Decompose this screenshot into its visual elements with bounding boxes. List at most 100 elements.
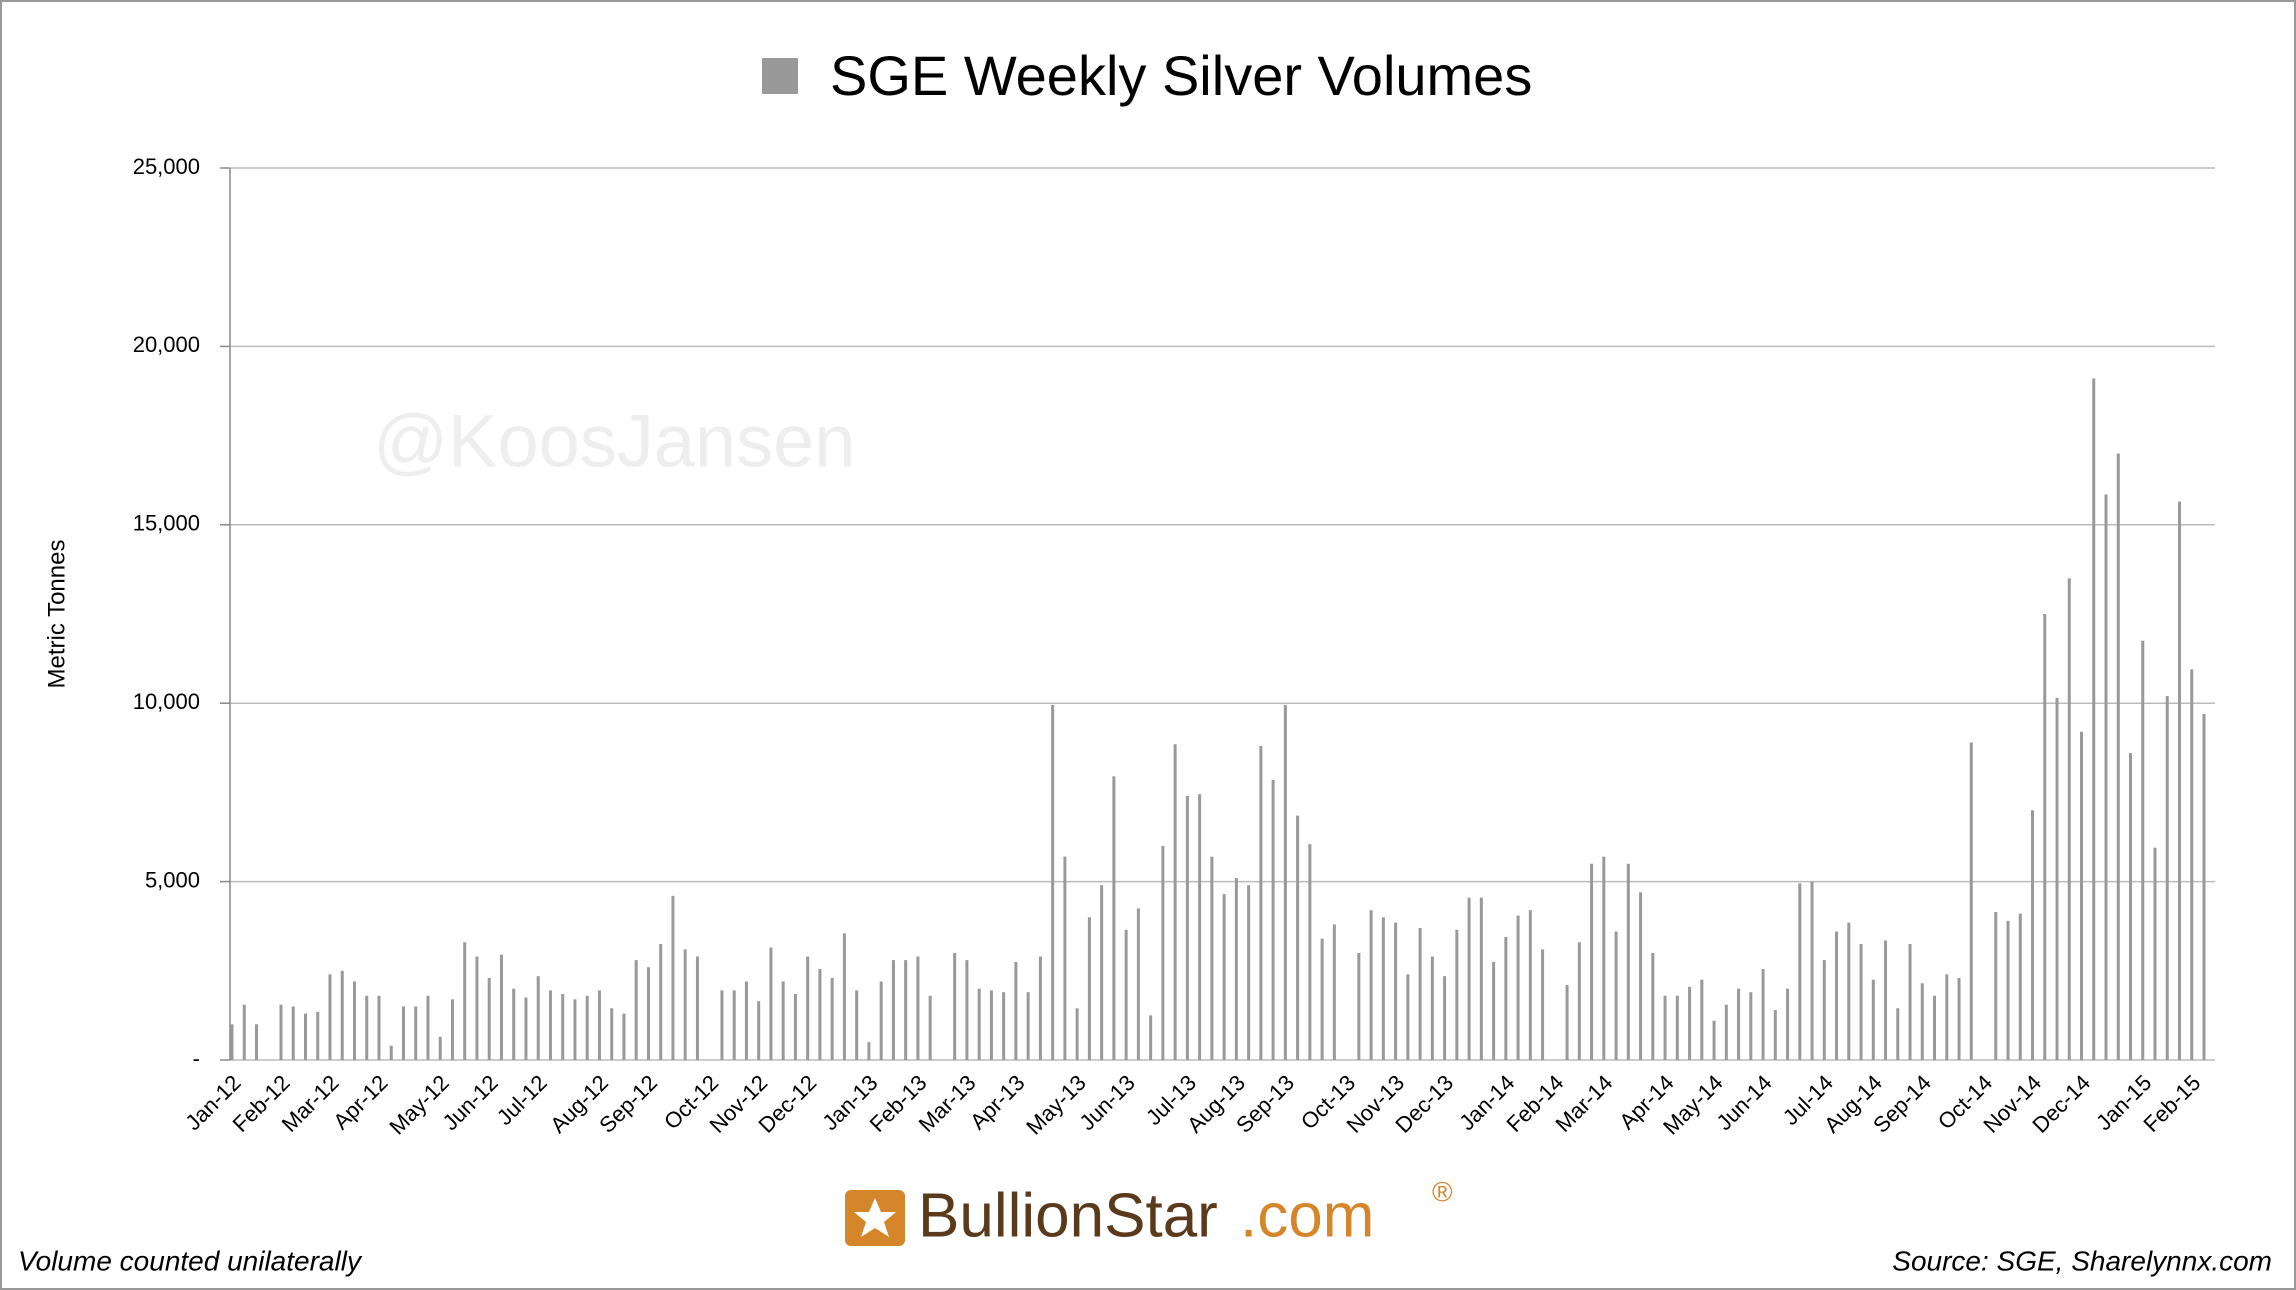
bar bbox=[2067, 578, 2071, 1060]
bar bbox=[757, 1001, 761, 1060]
bar bbox=[1259, 746, 1263, 1060]
bar bbox=[450, 999, 454, 1060]
bar bbox=[977, 988, 981, 1060]
bar bbox=[1516, 915, 1520, 1060]
bar bbox=[524, 997, 528, 1060]
bar bbox=[1602, 856, 1606, 1060]
bar bbox=[1847, 922, 1851, 1060]
bar bbox=[1271, 779, 1275, 1060]
bar bbox=[2031, 810, 2035, 1060]
bar bbox=[1136, 908, 1140, 1060]
bar bbox=[732, 990, 736, 1060]
bar bbox=[2018, 913, 2022, 1060]
bar bbox=[1320, 938, 1324, 1060]
logo-domain: .com bbox=[1240, 1181, 1374, 1250]
bar bbox=[1786, 988, 1790, 1060]
bar bbox=[610, 1008, 614, 1060]
bar bbox=[1749, 992, 1753, 1060]
bar bbox=[1038, 956, 1042, 1060]
bar bbox=[1014, 961, 1018, 1060]
bar bbox=[1394, 922, 1398, 1060]
bar bbox=[487, 977, 491, 1060]
bar bbox=[1455, 929, 1459, 1060]
bar bbox=[928, 995, 932, 1060]
bar bbox=[2116, 453, 2120, 1060]
logo-star bbox=[854, 1198, 896, 1237]
bar bbox=[1577, 942, 1581, 1060]
bar bbox=[401, 1006, 405, 1060]
bar bbox=[1810, 881, 1814, 1060]
bar bbox=[303, 1013, 307, 1060]
bar bbox=[1712, 1020, 1716, 1060]
bar bbox=[2104, 494, 2108, 1060]
bar bbox=[793, 993, 797, 1060]
bar bbox=[1369, 910, 1373, 1060]
bar bbox=[1639, 892, 1643, 1060]
bar bbox=[1957, 977, 1961, 1060]
bar bbox=[1296, 815, 1300, 1060]
chart-title: SGE Weekly Silver Volumes bbox=[830, 44, 1532, 107]
bar bbox=[659, 944, 663, 1060]
bar bbox=[1969, 742, 1973, 1060]
bar bbox=[2153, 847, 2157, 1060]
bar bbox=[1222, 894, 1226, 1060]
bar bbox=[291, 1006, 295, 1060]
bar bbox=[597, 990, 601, 1060]
bar bbox=[1357, 952, 1361, 1060]
bar bbox=[1051, 704, 1055, 1060]
bar bbox=[1688, 986, 1692, 1060]
y-axis-label: Metric Tonnes bbox=[43, 540, 70, 689]
bar bbox=[548, 990, 552, 1060]
bar bbox=[1418, 927, 1422, 1060]
bar bbox=[720, 990, 724, 1060]
bar bbox=[1541, 949, 1545, 1060]
bar bbox=[842, 933, 846, 1060]
bar bbox=[1479, 897, 1483, 1060]
bar bbox=[646, 967, 650, 1060]
bar bbox=[352, 981, 356, 1060]
y-tick-label: 5,000 bbox=[145, 867, 200, 892]
bar bbox=[1247, 885, 1251, 1060]
bar bbox=[1700, 979, 1704, 1060]
bar bbox=[573, 999, 577, 1060]
bar bbox=[1002, 992, 1006, 1060]
bar bbox=[891, 960, 895, 1060]
bar bbox=[1075, 1008, 1079, 1060]
bar bbox=[2006, 920, 2010, 1060]
bar bbox=[1467, 897, 1471, 1060]
bar bbox=[1859, 944, 1863, 1060]
bar bbox=[1124, 929, 1128, 1060]
bar bbox=[671, 895, 675, 1060]
bar bbox=[1565, 985, 1569, 1060]
bar bbox=[1737, 988, 1741, 1060]
bar bbox=[1185, 795, 1189, 1060]
bar bbox=[867, 1042, 871, 1060]
bar bbox=[1149, 1015, 1153, 1060]
bar bbox=[1210, 856, 1214, 1060]
bar bbox=[1945, 974, 1949, 1060]
bar bbox=[365, 995, 369, 1060]
bar bbox=[499, 954, 503, 1060]
y-tick-label: 25,000 bbox=[133, 154, 200, 179]
bar bbox=[1063, 856, 1067, 1060]
bar bbox=[1234, 878, 1238, 1060]
bar bbox=[904, 960, 908, 1060]
y-tick-label: 10,000 bbox=[133, 689, 200, 714]
bar bbox=[1773, 1010, 1777, 1060]
bar bbox=[1026, 992, 1030, 1060]
bar bbox=[1590, 863, 1594, 1060]
y-tick-label: 15,000 bbox=[133, 511, 200, 536]
bar bbox=[953, 952, 957, 1060]
bar bbox=[1087, 917, 1091, 1060]
logo-name: BullionStar bbox=[918, 1181, 1218, 1250]
bar bbox=[585, 995, 589, 1060]
bar bbox=[1443, 976, 1447, 1060]
bar bbox=[2080, 731, 2084, 1060]
bar bbox=[1308, 844, 1312, 1060]
footer-right: Source: SGE, Sharelynnx.com bbox=[1892, 1245, 2272, 1276]
bar bbox=[1198, 794, 1202, 1060]
bar bbox=[340, 970, 344, 1060]
bar bbox=[2129, 753, 2133, 1060]
